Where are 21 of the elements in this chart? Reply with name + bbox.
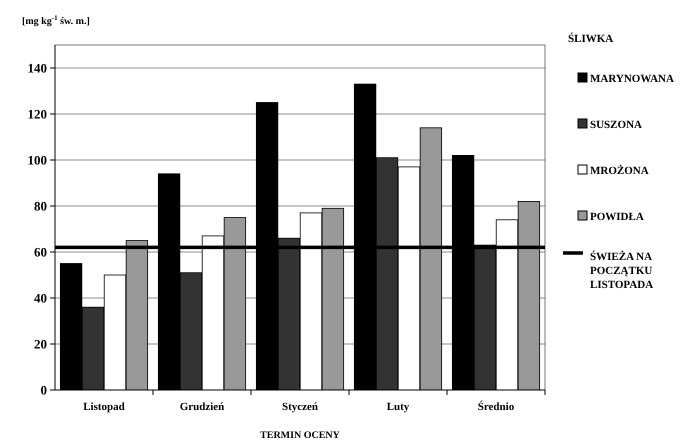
legend-label: MROŻONA [590, 164, 649, 177]
x-tick-label: Listopad [83, 401, 125, 413]
x-tick-label: Średnio [478, 400, 515, 413]
y-tick-label: 120 [28, 106, 47, 122]
legend-title: ŚLIWKA [568, 32, 614, 45]
legend-label: MARYNOWANA [590, 73, 674, 85]
x-tick-label: Grudzień [180, 401, 224, 413]
legend-label: SUSZONA [590, 119, 642, 131]
legend-label: ŚWIEŻA NA POCZĄTKU LISTOPADA [590, 250, 654, 291]
x-axis-title: TERMIN OCENY [260, 430, 341, 441]
y-tick-label: 80 [34, 198, 47, 214]
x-tick-label: Styczeń [282, 401, 318, 413]
y-tick-label: 60 [34, 244, 47, 260]
y-tick-label: 0 [40, 382, 47, 398]
y-axis-title: [mg kg$^{-1}$ św. m.] [22, 14, 90, 27]
y-tick-label: 100 [28, 152, 47, 168]
y-tick-label: 40 [34, 290, 47, 306]
legend-label: POWIDŁA [590, 211, 644, 223]
y-tick-label: 140 [28, 60, 47, 76]
x-tick-label: Luty [386, 401, 410, 413]
y-tick-label: 20 [34, 336, 47, 352]
